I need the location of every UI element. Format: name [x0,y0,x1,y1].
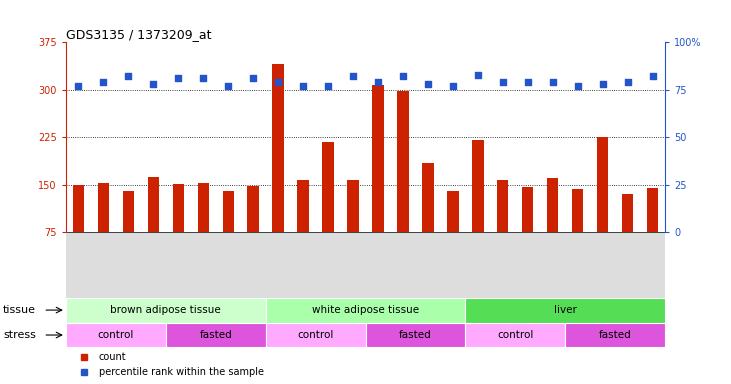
Bar [66,323,166,348]
Bar [273,65,284,232]
Point [272,79,284,85]
Point [597,81,609,87]
Bar [466,323,565,348]
Bar [66,298,265,323]
Bar [148,177,159,232]
Bar [522,187,534,232]
Point [97,79,109,85]
Bar [647,188,659,232]
Point [397,73,409,79]
Bar [222,191,234,232]
Point [447,83,459,89]
Bar [347,180,359,232]
Point [222,83,234,89]
Bar [572,189,583,232]
Bar [372,85,384,232]
Point [372,79,384,85]
Bar [173,184,183,232]
Text: fasted: fasted [399,330,432,340]
Bar [248,186,259,232]
Bar [265,298,466,323]
Point [572,83,583,89]
Bar [622,194,633,232]
Bar [597,137,608,232]
Point [547,79,558,85]
Bar [123,191,134,232]
Bar [423,162,433,232]
Point [522,79,534,85]
Bar [398,91,409,232]
Bar [265,323,366,348]
Bar [472,141,483,232]
Bar [322,142,333,232]
Text: control: control [497,330,534,340]
Text: fasted: fasted [200,330,232,340]
Text: liver: liver [554,305,577,315]
Point [197,75,209,81]
Point [647,73,659,79]
Point [148,81,159,87]
Text: control: control [298,330,334,340]
Text: control: control [97,330,134,340]
Text: percentile rank within the sample: percentile rank within the sample [99,367,264,377]
Point [298,83,309,89]
Text: count: count [99,352,126,362]
Bar [98,183,109,232]
Bar [565,323,665,348]
Point [422,81,433,87]
Text: tissue: tissue [3,305,36,315]
Point [247,75,259,81]
Point [122,73,134,79]
Text: fasted: fasted [599,330,632,340]
Point [72,83,84,89]
Point [322,83,334,89]
Point [622,79,634,85]
Bar [366,323,466,348]
Bar [298,180,308,232]
Bar [447,191,458,232]
Point [347,73,359,79]
Point [472,71,484,78]
Text: stress: stress [3,330,36,340]
Bar [497,180,509,232]
Point [173,75,184,81]
Text: GDS3135 / 1373209_at: GDS3135 / 1373209_at [66,28,211,41]
Text: white adipose tissue: white adipose tissue [312,305,419,315]
Bar [197,183,209,232]
Point [497,79,509,85]
Bar [466,298,665,323]
Bar [548,179,558,232]
Bar [166,323,265,348]
Text: brown adipose tissue: brown adipose tissue [110,305,221,315]
Bar [72,185,84,232]
